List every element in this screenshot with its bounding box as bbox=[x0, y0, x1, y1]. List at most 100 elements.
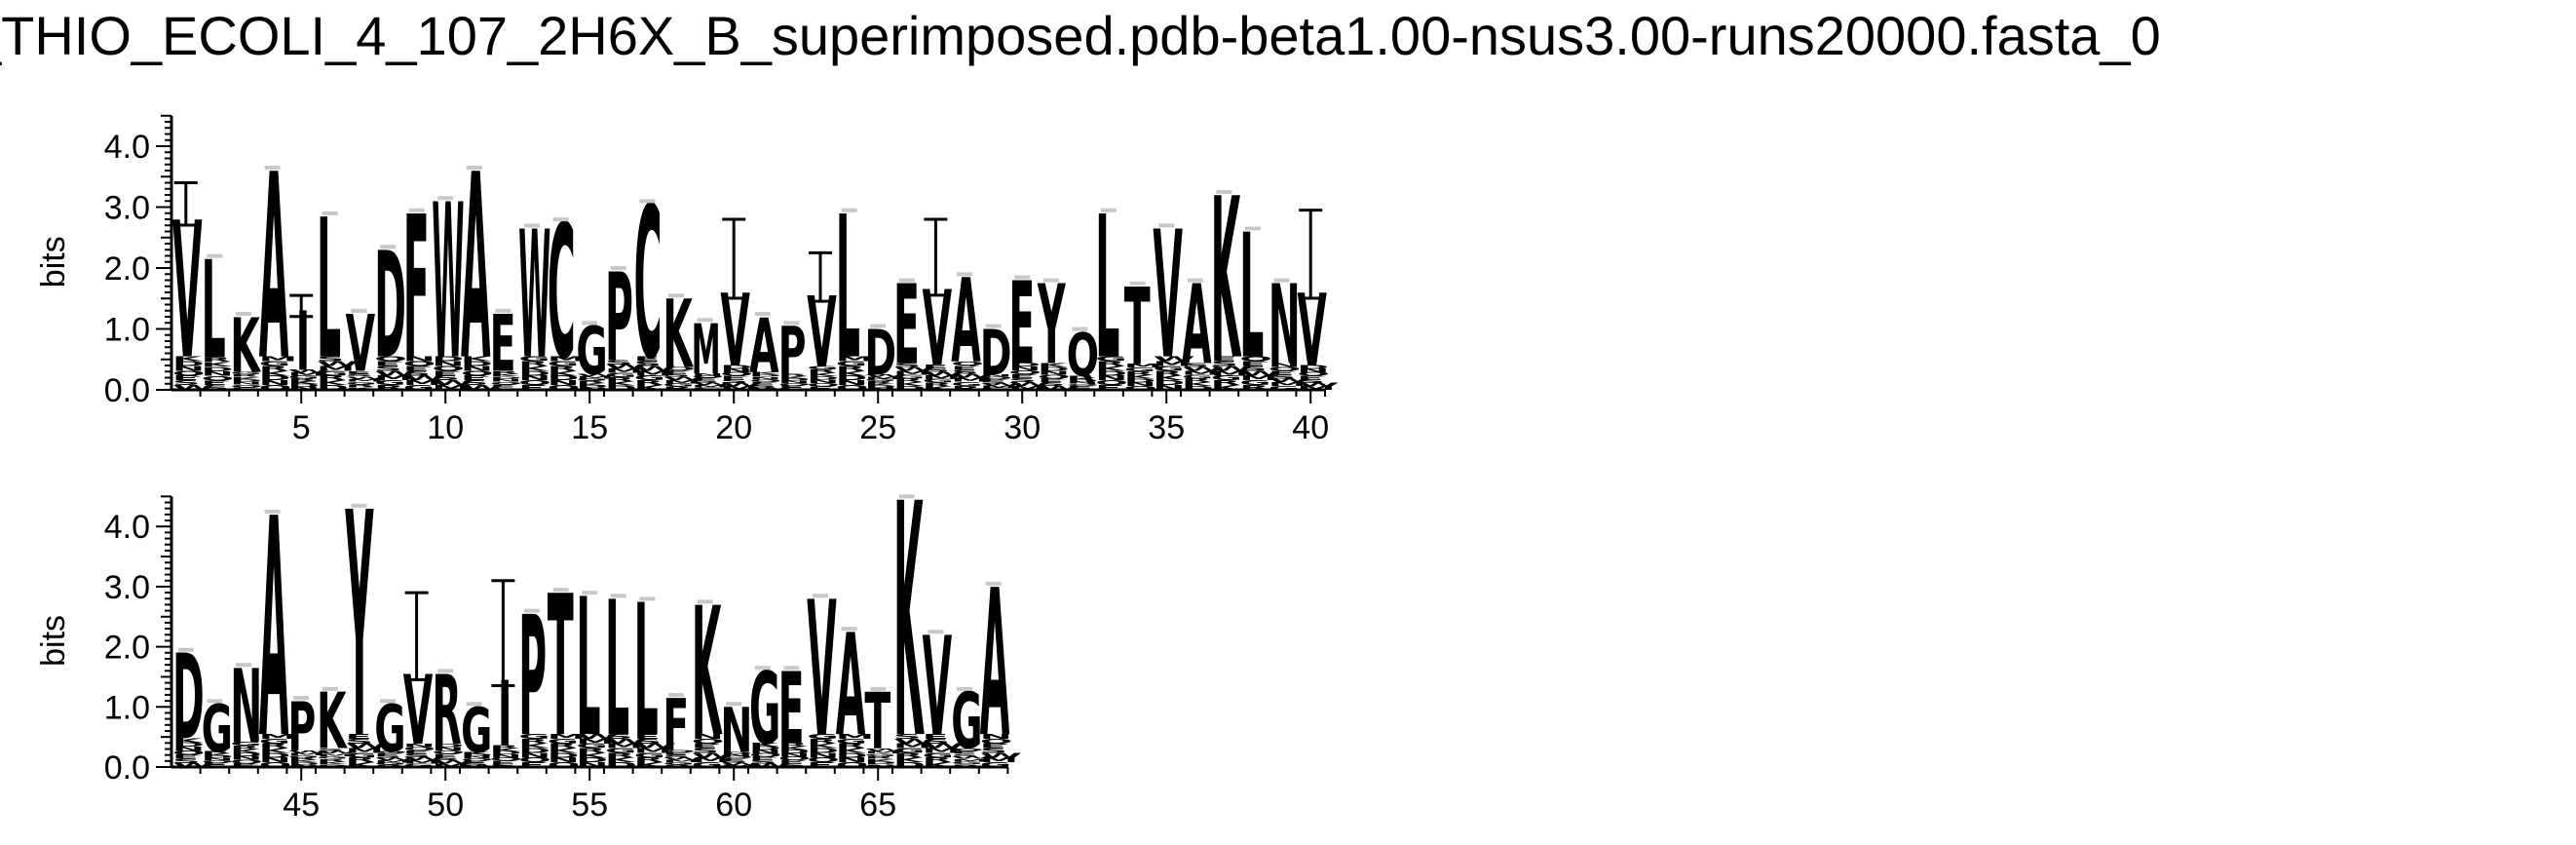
x-tick-label: 35 bbox=[1148, 409, 1185, 446]
residue-letter-M: M bbox=[1008, 385, 1046, 391]
y-tick-label: 2.0 bbox=[104, 250, 150, 288]
residue-letter-E: E bbox=[490, 298, 516, 390]
residue-letter-G: G bbox=[317, 755, 348, 759]
residue-letter-E: E bbox=[518, 761, 545, 769]
residue-letter-E: E bbox=[692, 377, 718, 381]
residue-letter-N: N bbox=[836, 756, 868, 764]
residue-letter-L: L bbox=[1239, 198, 1264, 397]
residue-letter-G: G bbox=[605, 747, 636, 754]
residue-letter-G: G bbox=[836, 360, 867, 367]
residue-letter-N: N bbox=[202, 757, 234, 761]
residue-letter-R: R bbox=[518, 738, 549, 746]
residue-letter-M: M bbox=[346, 378, 384, 383]
residue-letter-W: W bbox=[172, 384, 214, 392]
residue-letter-E: E bbox=[923, 364, 949, 369]
residue-letter-N: N bbox=[490, 378, 522, 383]
residue-letter-K: K bbox=[172, 738, 204, 745]
residue-letter-N: N bbox=[259, 756, 291, 764]
residue-letter-W: W bbox=[432, 158, 464, 406]
residue-letter-N: N bbox=[172, 746, 205, 752]
residue-letter-D: D bbox=[259, 751, 291, 759]
residue-letter-W: W bbox=[576, 733, 618, 741]
residue-letter-S: S bbox=[980, 747, 1007, 754]
residue-letter-Q: Q bbox=[403, 360, 436, 367]
residue-letter-S: S bbox=[346, 738, 373, 746]
residue-letter-F: F bbox=[403, 175, 430, 404]
residue-letter-W: W bbox=[1008, 381, 1050, 387]
residue-letter-S: S bbox=[1008, 377, 1036, 383]
residue-letter-K: K bbox=[259, 747, 290, 754]
residue-letter-G: G bbox=[923, 751, 954, 759]
residue-letter-R: R bbox=[518, 360, 549, 367]
residue-letter-S: S bbox=[893, 363, 921, 368]
residue-letter-D: D bbox=[576, 756, 608, 764]
residue-letter-W: W bbox=[1239, 369, 1281, 377]
residue-letter-G: G bbox=[807, 365, 838, 371]
residue-letter-D: D bbox=[1182, 385, 1214, 391]
residue-letter-N: N bbox=[259, 379, 291, 387]
residue-letter-G: G bbox=[576, 378, 607, 382]
residue-letter-W: W bbox=[317, 360, 359, 367]
residue-letter-I: I bbox=[498, 662, 512, 767]
residue-letter-K: K bbox=[317, 761, 348, 765]
residue-letter-D: D bbox=[778, 749, 811, 754]
residue-letter-W: W bbox=[951, 372, 993, 379]
residue-letter-Q: Q bbox=[518, 379, 551, 387]
residue-letter-W: W bbox=[1182, 366, 1224, 372]
residue-letter-S: S bbox=[605, 359, 632, 365]
residue-letter-W: W bbox=[287, 749, 329, 753]
residue-letter-S: S bbox=[634, 738, 662, 746]
residue-letter-E: E bbox=[172, 753, 199, 760]
residue-letter-D: D bbox=[548, 751, 580, 759]
residue-letter-M: M bbox=[692, 310, 721, 390]
residue-letter-K: K bbox=[1211, 153, 1242, 409]
residue-letter-W: W bbox=[663, 376, 705, 381]
residue-letter-W: W bbox=[374, 369, 416, 377]
residue-letter-Q: Q bbox=[1124, 385, 1157, 391]
residue-letter-Q: Q bbox=[980, 376, 1013, 380]
residue-letter-N: N bbox=[548, 756, 580, 764]
residue-letter-E: E bbox=[807, 761, 833, 769]
residue-letter-G: G bbox=[893, 747, 925, 754]
residue-letter-S: S bbox=[1297, 378, 1324, 384]
residue-letter-Q: Q bbox=[951, 748, 984, 751]
residue-letter-N: N bbox=[1067, 381, 1099, 384]
residue-letter-S: S bbox=[202, 764, 229, 768]
residue-letter-R: R bbox=[807, 368, 837, 374]
residue-letter-S: S bbox=[634, 360, 662, 367]
residue-letter-G: G bbox=[403, 384, 435, 392]
residue-letter-S: S bbox=[1182, 363, 1209, 368]
residue-letter-M: M bbox=[663, 379, 701, 384]
residue-letter-N: N bbox=[202, 370, 234, 378]
residue-letter-W: W bbox=[461, 384, 503, 392]
residue-letter-D: D bbox=[374, 220, 406, 391]
residue-letter-S: S bbox=[692, 380, 719, 384]
residue-letter-G: G bbox=[663, 382, 694, 387]
residue-letter-A: A bbox=[1182, 262, 1212, 390]
residue-letter-D: D bbox=[893, 761, 926, 769]
residue-letter-D: D bbox=[518, 747, 550, 754]
residue-letter-M: M bbox=[634, 747, 672, 754]
residue-letter-E: E bbox=[663, 751, 689, 755]
residue-letter-N: N bbox=[432, 747, 464, 751]
residue-letter-R: R bbox=[576, 747, 606, 754]
residue-letter-Q: Q bbox=[202, 374, 235, 382]
residue-letter-R: R bbox=[864, 380, 893, 384]
residue-letter-C: C bbox=[548, 188, 576, 402]
residue-letter-S: S bbox=[1211, 360, 1238, 367]
residue-letter-Q: Q bbox=[1067, 383, 1099, 386]
residue-letter-Q: Q bbox=[259, 384, 292, 392]
residue-letter-A: A bbox=[836, 603, 866, 767]
residue-letter-D: D bbox=[1297, 365, 1329, 370]
residue-letter-R: R bbox=[1211, 379, 1241, 387]
residue-letter-N: N bbox=[490, 753, 522, 758]
residue-letter-Q: Q bbox=[461, 758, 494, 762]
